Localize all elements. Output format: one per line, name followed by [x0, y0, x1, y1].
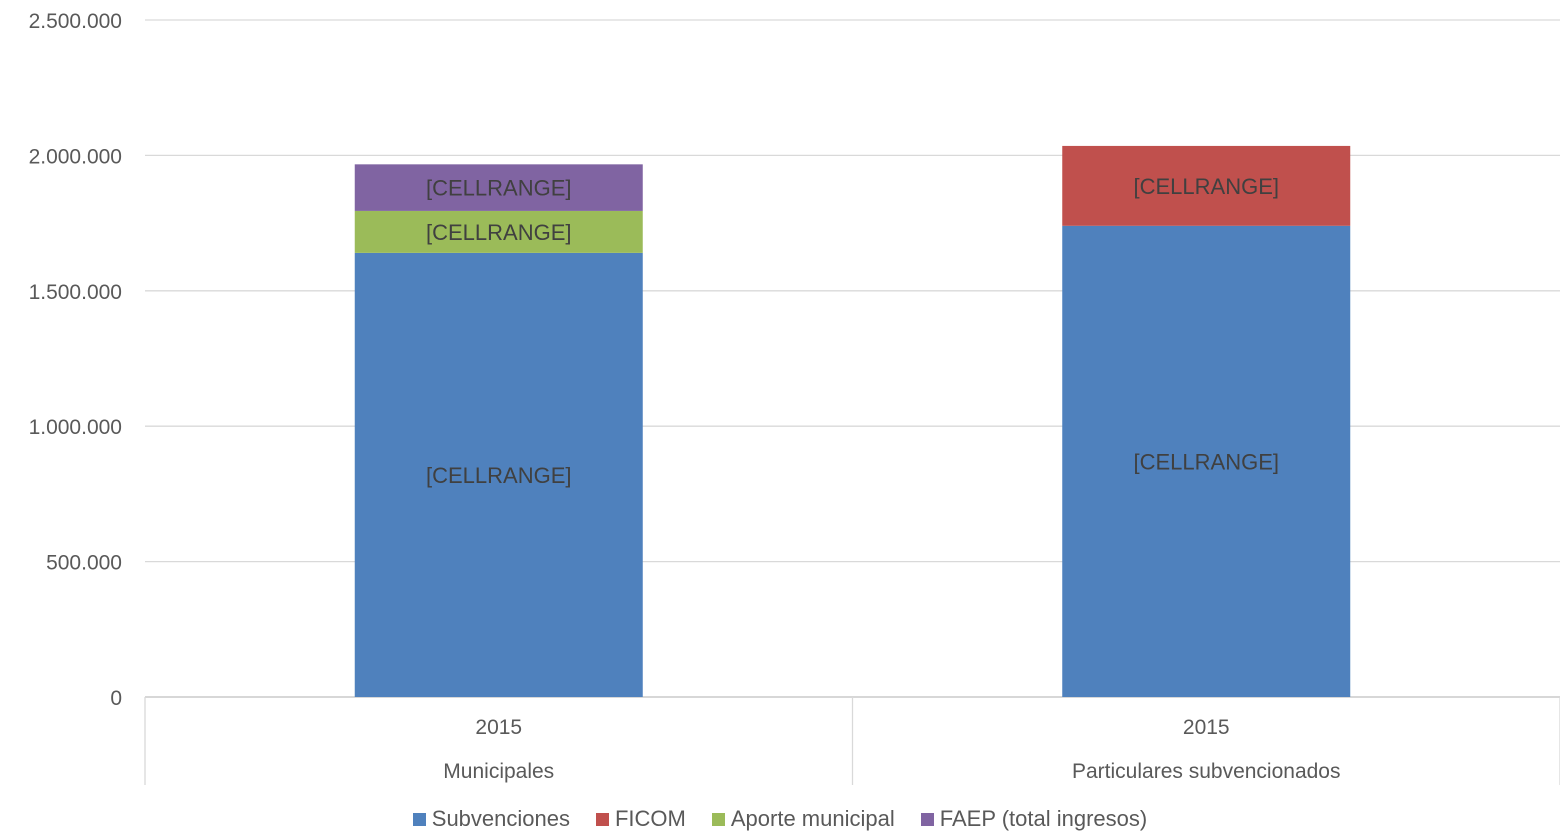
legend-item: FICOM: [595, 806, 686, 832]
bar-segment: [354, 164, 643, 211]
legend-swatch: [920, 812, 934, 826]
bar-segment: [354, 210, 643, 253]
data-label: [CELLRANGE]: [426, 463, 572, 488]
y-tick-label: 0: [110, 687, 122, 710]
x-tick-label: 2015: [475, 716, 522, 739]
data-label: [CELLRANGE]: [1134, 174, 1280, 199]
legend-label: Aporte municipal: [730, 806, 895, 831]
y-tick-label: 1.000.000: [29, 416, 122, 439]
x-group-label: Particulares subvencionados: [1072, 760, 1341, 783]
x-tick-label: 2015: [1183, 716, 1230, 739]
legend-swatch: [595, 812, 609, 826]
x-group-label: Municipales: [443, 760, 554, 783]
bar-segment: [1062, 145, 1351, 226]
legend-label: Subvenciones: [431, 806, 570, 831]
legend-label: FAEP (total ingresos): [939, 806, 1148, 831]
y-tick-label: 500.000: [46, 552, 122, 575]
chart-legend: Subvenciones FICOM Aporte municipal FAEP (t…: [0, 806, 1560, 832]
legend-label: FICOM: [614, 806, 686, 831]
data-label: [CELLRANGE]: [1134, 449, 1280, 474]
legend-item: Aporte municipal: [711, 806, 895, 832]
legend-item: FAEP (total ingresos): [920, 806, 1148, 832]
y-tick-label: 2.000.000: [29, 145, 122, 168]
data-label: [CELLRANGE]: [426, 176, 572, 201]
legend-item: Subvenciones: [412, 806, 570, 832]
legend-swatch: [412, 812, 426, 826]
data-label: [CELLRANGE]: [426, 220, 572, 245]
bar-segment: [1062, 225, 1351, 698]
y-tick-label: 2.500.000: [29, 10, 122, 33]
bar-segment: [354, 252, 643, 697]
legend-swatch: [711, 812, 725, 826]
y-tick-label: 1.500.000: [29, 281, 122, 304]
